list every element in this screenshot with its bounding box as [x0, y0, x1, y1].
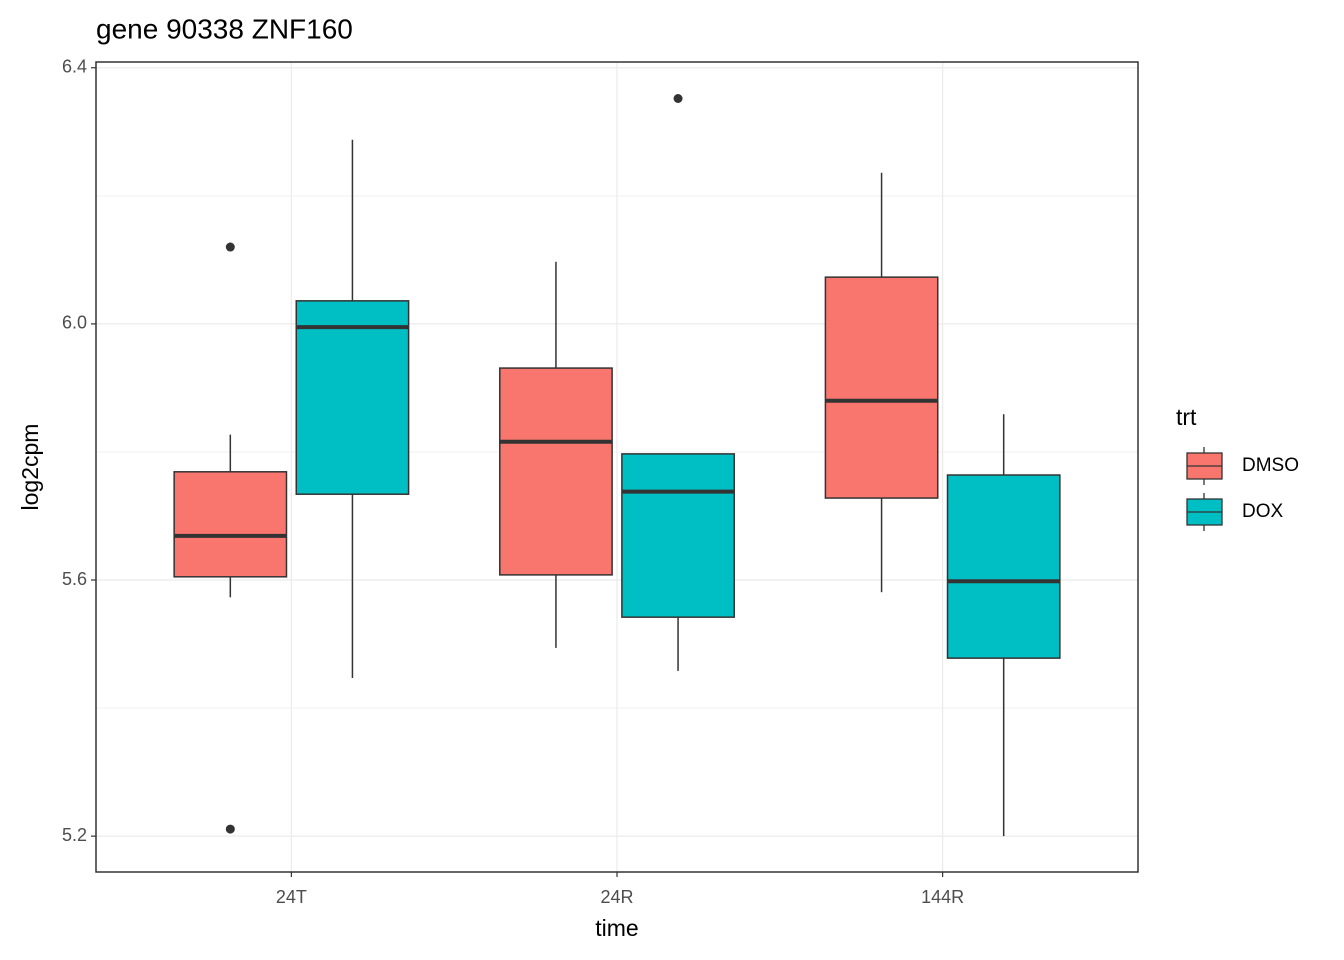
x-tick-label: 24T [276, 887, 307, 907]
y-axis-title: log2cpm [17, 424, 43, 511]
y-tick-label: 5.2 [62, 825, 87, 845]
outlier [225, 824, 235, 834]
box [295, 300, 410, 495]
y-tick-label: 6.0 [62, 313, 87, 333]
x-tick-label: 144R [921, 887, 964, 907]
outlier [225, 242, 235, 252]
box [621, 453, 735, 618]
y-tick-label: 5.6 [62, 569, 87, 589]
x-tick-label: 24R [600, 887, 633, 907]
box [946, 474, 1061, 659]
y-tick-label: 6.4 [62, 57, 87, 77]
box [824, 276, 939, 499]
outlier [673, 93, 683, 103]
panel-border [95, 61, 1139, 873]
legend-title: trt [1176, 404, 1197, 430]
box [499, 367, 613, 576]
x-axis-title: time [595, 915, 638, 941]
legend-label: DOX [1242, 501, 1284, 522]
legend-label: DMSO [1242, 455, 1299, 476]
box [173, 471, 288, 578]
chart-title: gene 90338 ZNF160 [96, 13, 353, 44]
